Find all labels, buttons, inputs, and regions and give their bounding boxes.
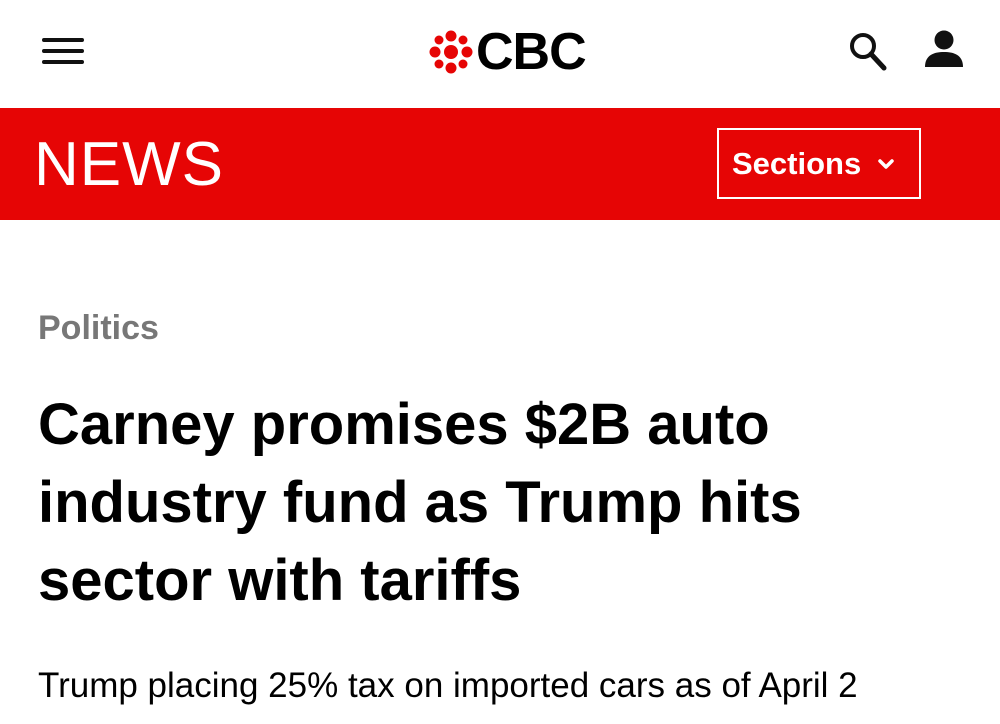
sections-label: Sections xyxy=(732,145,862,181)
headline: Carney promises $2B auto industry fund a… xyxy=(38,386,978,620)
headline-line: sector with tariffs xyxy=(38,548,522,613)
account-button[interactable] xyxy=(924,30,964,68)
headline-line: industry fund as Trump hits xyxy=(38,470,802,535)
sections-button[interactable]: Sections xyxy=(717,128,921,199)
cbc-gem[interactable] xyxy=(429,30,473,74)
search-button[interactable] xyxy=(849,32,887,72)
menu-button[interactable] xyxy=(42,38,84,66)
category-link[interactable]: Politics xyxy=(38,309,159,347)
headline-line: Carney promises $2B auto xyxy=(38,392,770,457)
news-title[interactable]: NEWS xyxy=(34,130,224,199)
top-bar: CBC xyxy=(0,0,1000,108)
chevron-icon xyxy=(878,158,894,169)
news-bar: NEWS Sections xyxy=(0,108,1000,220)
logo-text[interactable]: CBC xyxy=(476,23,587,81)
subheading: Trump placing 25% tax on imported cars a… xyxy=(38,666,858,705)
